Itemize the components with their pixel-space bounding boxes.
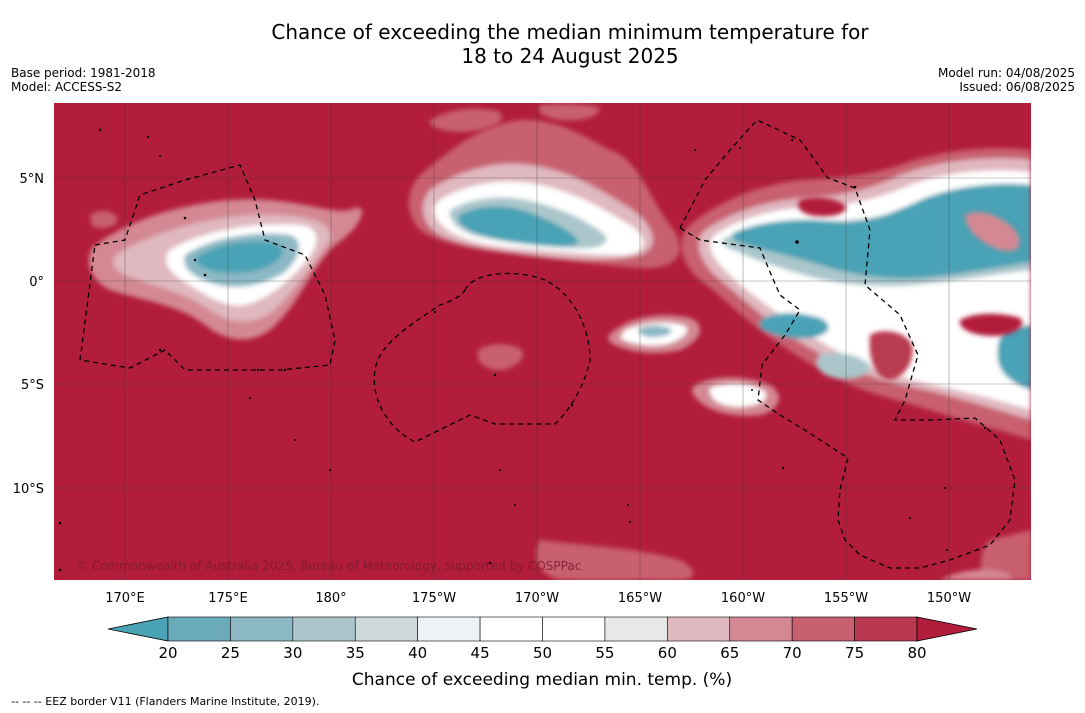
colorbar-tick-label: 40 (408, 644, 427, 662)
copyright-text: © Commonwealth of Australia 2025, Bureau… (76, 559, 581, 573)
patch-red-east-2 (869, 331, 913, 380)
colorbar-tick-label: 80 (907, 644, 926, 662)
gridlines (54, 103, 1031, 580)
colorbar-swatch (604, 616, 668, 642)
colorbar-swatch (854, 616, 918, 642)
region-north-central (408, 119, 680, 269)
patch-red-east-4 (965, 212, 1020, 252)
issued-date: Issued: 06/08/2025 (959, 80, 1075, 94)
lon-tick: 155°W (824, 591, 868, 606)
colorbar-swatch (292, 616, 356, 642)
lat-tick: 5°S (21, 378, 44, 393)
colorbar-swatch (417, 616, 481, 642)
colorbar (107, 616, 978, 642)
colorbar-tick-label: 70 (783, 644, 802, 662)
patch-red-east-1 (798, 197, 846, 217)
colorbar-arrow-high (916, 616, 978, 642)
chart-title: Chance of exceeding the median minimum t… (0, 20, 1085, 68)
colorbar-tick-label: 20 (158, 644, 177, 662)
patch-red-east-3 (959, 313, 1023, 336)
colorbar-tick-label: 75 (845, 644, 864, 662)
lat-tick: 0° (29, 275, 44, 290)
colorbar-tick-label: 25 (221, 644, 240, 662)
colorbar-tick-label: 50 (533, 644, 552, 662)
colorbar-swatch (791, 616, 855, 642)
model-run: Model run: 04/08/2025 (937, 66, 1075, 80)
colorbar-arrow-low (107, 616, 169, 642)
lat-tick-labels: 5°N 0° 5°S 10°S (13, 172, 44, 497)
colorbar-swatch (230, 616, 294, 642)
colorbar-tick-label: 35 (346, 644, 365, 662)
eez-borders (79, 119, 1016, 569)
colorbar-swatch (667, 616, 731, 642)
title-line-1: Chance of exceeding the median minimum t… (271, 20, 869, 44)
lon-tick: 175°W (412, 591, 456, 606)
meta-right: Model run: 04/08/2025 Issued: 06/08/2025 (938, 66, 1075, 94)
island-dots (58, 128, 987, 572)
lon-tick: 160°W (721, 591, 765, 606)
colorbar-swatch (354, 616, 418, 642)
colorbar-tick-label: 55 (595, 644, 614, 662)
probability-field (54, 103, 1031, 580)
colorbar-swatch (479, 616, 543, 642)
title-line-2: 18 to 24 August 2025 (461, 44, 679, 68)
region-west (89, 199, 362, 340)
lon-tick: 175°E (208, 591, 248, 606)
colorbar-tick-label: 30 (283, 644, 302, 662)
eez-footnote: -- -- -- EEZ border V11 (Flanders Marine… (11, 695, 320, 708)
colorbar-tick-label: 65 (720, 644, 739, 662)
lat-tick: 10°S (13, 482, 44, 497)
lon-tick: 165°W (618, 591, 662, 606)
lon-tick: 170°W (515, 591, 559, 606)
meta-left: Base period: 1981-2018 Model: ACCESS-S2 (11, 66, 156, 94)
base-period: Base period: 1981-2018 (11, 66, 156, 80)
colorbar-tick-label: 45 (471, 644, 490, 662)
region-small-blobs (90, 104, 1031, 580)
colorbar-swatch (729, 616, 793, 642)
colorbar-swatch (167, 616, 231, 642)
colorbar-labels: 20 25 30 35 40 45 50 55 60 65 70 75 80 (158, 644, 926, 662)
lon-tick-labels: 170°E 175°E 180° 175°W 170°W 165°W 160°W… (105, 591, 971, 606)
colorbar-tick-label: 60 (658, 644, 677, 662)
lat-tick: 5°N (20, 172, 45, 187)
colorbar-swatch (542, 616, 606, 642)
lon-tick: 150°W (927, 591, 971, 606)
lon-tick: 170°E (105, 591, 145, 606)
lon-tick: 180° (315, 591, 346, 606)
model-name: Model: ACCESS-S2 (11, 80, 123, 94)
colorbar-title: Chance of exceeding median min. temp. (%… (352, 670, 732, 690)
